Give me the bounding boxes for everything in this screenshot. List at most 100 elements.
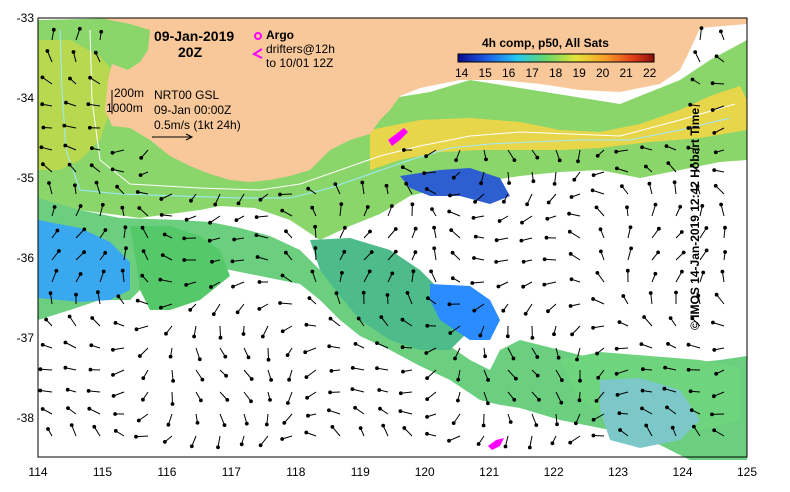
current-arrow-head [139, 156, 144, 160]
current-arrow-head [232, 237, 237, 242]
current-arrow-head [138, 354, 142, 358]
current-arrow [645, 425, 653, 437]
current-arrow-head [135, 190, 140, 194]
current-arrow [243, 391, 252, 402]
current-arrow-head [451, 421, 456, 426]
colorbar-tick-label: 14 [455, 66, 469, 80]
y-tick-label: -35 [16, 171, 34, 185]
current-arrow-head [681, 250, 686, 255]
current-arrow-head [71, 50, 76, 54]
current-arrow [699, 227, 707, 239]
current-arrow [135, 435, 149, 438]
current-arrow-head [67, 162, 72, 167]
current-arrow [352, 388, 365, 393]
current-arrow [554, 171, 557, 184]
current-arrow-head [574, 421, 578, 426]
current-arrow-head [40, 102, 45, 107]
current-arrow [262, 325, 269, 337]
current-arrow-head [615, 393, 620, 397]
current-arrow-head [710, 412, 714, 417]
current-arrow-head [404, 181, 409, 186]
current-arrow-head [625, 268, 630, 273]
current-arrow-head [286, 401, 290, 405]
current-arrow [382, 425, 389, 437]
current-arrow-head [688, 389, 693, 394]
current-arrow-head [712, 131, 717, 135]
current-arrow-head [591, 433, 596, 438]
current-arrow [472, 281, 485, 284]
current-arrow-head [209, 285, 213, 289]
x-tick-label: 121 [479, 465, 500, 479]
current-arrow [433, 248, 437, 261]
current-arrow-head [478, 333, 483, 338]
current-arrow-head [52, 205, 57, 209]
current-arrow-head [379, 315, 384, 320]
current-arrow [387, 228, 397, 239]
current-arrow-head [644, 423, 649, 428]
current-arrow [474, 303, 485, 312]
current-arrow-head [353, 405, 358, 410]
current-arrow-head [38, 367, 43, 372]
current-arrow-head [535, 355, 540, 359]
current-arrow [555, 369, 563, 381]
current-arrow [112, 369, 125, 376]
current-arrow [555, 391, 562, 403]
current-arrow-head [304, 430, 309, 435]
current-arrow-head [111, 394, 116, 398]
current-arrow [42, 76, 53, 85]
current-arrow-head [567, 211, 571, 216]
current-arrow-head [284, 229, 288, 234]
current-arrow-head [87, 406, 92, 411]
current-arrow [592, 298, 605, 305]
current-arrow [712, 322, 725, 327]
current-arrow-head [54, 268, 59, 273]
current-arrow-head [402, 148, 406, 152]
x-tick-label: 115 [92, 465, 113, 479]
current-arrow [544, 258, 557, 261]
current-arrow-head [512, 158, 517, 163]
current-arrow-head [450, 276, 455, 281]
current-arrow-head [89, 163, 94, 168]
current-arrow-head [614, 346, 619, 351]
current-arrow-head [411, 269, 416, 274]
current-arrow-head [285, 353, 290, 358]
current-arrow-head [552, 332, 556, 337]
current-arrow-head [425, 323, 430, 328]
current-arrow-head [620, 184, 624, 189]
current-arrows [38, 26, 727, 450]
current-arrow-head [41, 162, 45, 167]
current-arrow-head [578, 378, 582, 383]
current-arrow-head [486, 401, 490, 406]
current-arrow-head [304, 375, 309, 380]
current-arrow-head [249, 399, 253, 404]
current-arrow [483, 391, 489, 404]
current-arrow [405, 183, 413, 195]
current-arrow [616, 149, 629, 153]
current-arrow [361, 182, 365, 195]
current-arrow-head [484, 157, 488, 162]
current-arrow [123, 248, 127, 261]
current-arrow-head [713, 150, 718, 155]
current-arrow [161, 193, 173, 200]
current-arrow-head [218, 335, 223, 340]
current-arrow-head [134, 434, 138, 439]
current-arrow-head [591, 325, 595, 330]
current-arrow-head [340, 271, 344, 275]
current-arrow [256, 234, 269, 239]
current-arrow-head [66, 406, 70, 411]
current-arrow-head [712, 428, 717, 433]
colorbar [457, 53, 655, 63]
current-arrow [720, 204, 725, 217]
current-arrow [425, 149, 437, 157]
current-arrow-head [86, 102, 91, 107]
current-arrow-head [210, 259, 214, 264]
current-arrow-head [343, 225, 347, 230]
current-arrow-head [120, 268, 125, 273]
current-arrow [627, 248, 632, 261]
current-arrow-head [94, 180, 99, 185]
current-arrow [75, 28, 81, 41]
current-arrow [75, 229, 85, 239]
current-arrow-head [207, 238, 212, 243]
current-arrow [42, 163, 53, 173]
